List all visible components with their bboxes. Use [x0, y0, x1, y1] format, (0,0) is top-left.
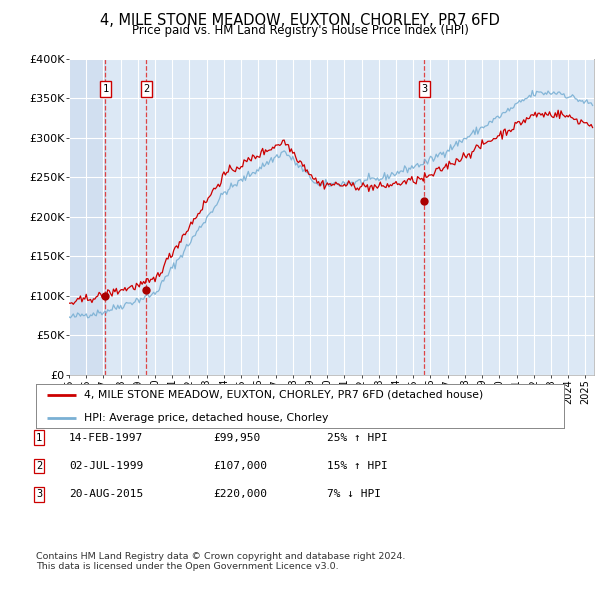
Text: 4, MILE STONE MEADOW, EUXTON, CHORLEY, PR7 6FD: 4, MILE STONE MEADOW, EUXTON, CHORLEY, P… — [100, 13, 500, 28]
Text: 3: 3 — [36, 490, 42, 499]
Text: 1: 1 — [36, 433, 42, 442]
Text: 14-FEB-1997: 14-FEB-1997 — [69, 433, 143, 442]
Text: 7% ↓ HPI: 7% ↓ HPI — [327, 490, 381, 499]
Text: 15% ↑ HPI: 15% ↑ HPI — [327, 461, 388, 471]
Text: Contains HM Land Registry data © Crown copyright and database right 2024.
This d: Contains HM Land Registry data © Crown c… — [36, 552, 406, 571]
Text: 02-JUL-1999: 02-JUL-1999 — [69, 461, 143, 471]
Text: Price paid vs. HM Land Registry's House Price Index (HPI): Price paid vs. HM Land Registry's House … — [131, 24, 469, 37]
Text: 2: 2 — [143, 84, 149, 94]
Text: 2: 2 — [36, 461, 42, 471]
Text: £99,950: £99,950 — [213, 433, 260, 442]
Text: 20-AUG-2015: 20-AUG-2015 — [69, 490, 143, 499]
Text: 25% ↑ HPI: 25% ↑ HPI — [327, 433, 388, 442]
Text: 1: 1 — [103, 84, 109, 94]
Bar — [69, 59, 106, 375]
Text: 3: 3 — [421, 84, 427, 94]
Text: 4, MILE STONE MEADOW, EUXTON, CHORLEY, PR7 6FD (detached house): 4, MILE STONE MEADOW, EUXTON, CHORLEY, P… — [83, 389, 483, 399]
Text: £220,000: £220,000 — [213, 490, 267, 499]
Text: HPI: Average price, detached house, Chorley: HPI: Average price, detached house, Chor… — [83, 413, 328, 423]
Text: £107,000: £107,000 — [213, 461, 267, 471]
